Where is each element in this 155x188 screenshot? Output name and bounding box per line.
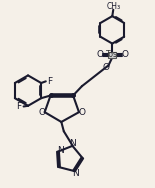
Text: CH₃: CH₃ [106, 2, 120, 11]
Text: N: N [57, 146, 64, 155]
Text: F: F [48, 77, 53, 86]
Text: O: O [78, 108, 85, 117]
Text: Tos: Tos [106, 50, 118, 59]
Text: N: N [72, 169, 79, 178]
Text: O: O [103, 63, 110, 72]
FancyBboxPatch shape [108, 52, 116, 58]
Text: N: N [69, 139, 76, 148]
Text: O: O [97, 50, 104, 59]
Text: O: O [121, 50, 128, 59]
Text: O: O [38, 108, 45, 117]
Text: F: F [16, 102, 21, 111]
